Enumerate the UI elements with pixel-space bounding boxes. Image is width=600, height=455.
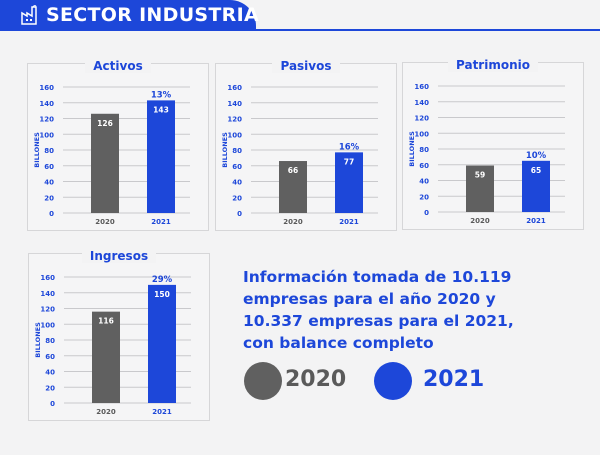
- x-tick-label: 2020: [96, 408, 116, 416]
- y-tick-label: 120: [40, 306, 55, 314]
- data-label: 77: [344, 157, 354, 166]
- x-tick-label: 2020: [283, 218, 303, 226]
- data-label: 66: [288, 166, 298, 175]
- chart-pasivos: Pasivos 0 20 40 60 80 100 120 140 160 BILLONES 66 2…: [215, 59, 397, 231]
- y-tick-label: 140: [414, 99, 429, 107]
- y-tick-label: 160: [227, 84, 242, 92]
- x-tick-label: 2020: [470, 217, 490, 225]
- y-tick-label: 20: [232, 194, 242, 202]
- y-tick-label: 40: [44, 179, 54, 187]
- chart-title: Pasivos: [272, 59, 340, 73]
- bar-2021: [522, 160, 550, 212]
- y-tick-label: 60: [45, 353, 55, 361]
- data-label: 65: [531, 166, 541, 175]
- data-label: 126: [97, 119, 113, 128]
- growth-label: 29%: [152, 275, 173, 285]
- y-tick-label: 60: [419, 162, 429, 170]
- y-tick-label: 40: [232, 179, 242, 187]
- data-label: 143: [153, 105, 169, 114]
- y-tick-label: 0: [237, 210, 242, 218]
- y-tick-label: 80: [232, 147, 242, 155]
- chart-title: Activos: [85, 59, 151, 73]
- y-tick-label: 100: [40, 321, 55, 329]
- y-tick-label: 20: [44, 194, 54, 202]
- y-tick-label: 160: [414, 83, 429, 91]
- legend-label-2020: 2020: [285, 367, 347, 392]
- y-tick-label: 40: [419, 178, 429, 186]
- chart-patrimonio: Patrimonio 0 20 40 60 80 100 120 140 160 BILLONES…: [402, 58, 584, 230]
- y-tick-label: 140: [227, 100, 242, 108]
- bar-2020: [279, 161, 307, 213]
- y-tick-label: 80: [419, 146, 429, 154]
- legend-swatch-2021: [374, 362, 412, 400]
- y-tick-label: 120: [227, 116, 242, 124]
- growth-label: 13%: [151, 90, 172, 100]
- bar-2020: [466, 165, 494, 212]
- bar-2020: [91, 113, 119, 213]
- growth-label: 16%: [339, 142, 360, 152]
- y-axis-label: BILLONES: [33, 132, 41, 168]
- chart-plot: 0 20 40 60 80 100 120 140 160 BILLONES 59 2020 65 202…: [408, 83, 565, 225]
- y-tick-label: 120: [414, 115, 429, 123]
- page-title: SECTOR INDUSTRIA: [46, 4, 259, 26]
- y-tick-label: 160: [40, 274, 55, 282]
- growth-label: 10%: [526, 151, 547, 161]
- chart-ingresos: Ingresos 0 20 40 60 80 100 120 140 160 BILLONES 11…: [28, 249, 210, 421]
- data-label: 59: [475, 171, 485, 180]
- bar-2020: [92, 311, 120, 403]
- legend-label-2021: 2021: [423, 367, 485, 392]
- info-text: Información tomada de 10.119 empresas pa…: [243, 268, 514, 352]
- x-tick-label: 2021: [152, 408, 172, 416]
- chart-plot: 0 20 40 60 80 100 120 140 160 BILLONES 116 2020 150 2…: [34, 274, 191, 416]
- y-tick-label: 140: [39, 100, 54, 108]
- factory-icon: [21, 5, 37, 25]
- chart-plot: 0 20 40 60 80 100 120 140 160 BILLONES 66 2020 77 202…: [221, 84, 378, 226]
- legend-swatch-2020: [244, 362, 282, 400]
- y-tick-label: 80: [44, 147, 54, 155]
- data-label: 116: [98, 317, 114, 326]
- y-tick-label: 100: [227, 131, 242, 139]
- chart-title: Patrimonio: [448, 58, 538, 72]
- y-tick-label: 80: [45, 337, 55, 345]
- y-tick-label: 20: [45, 384, 55, 392]
- y-tick-label: 0: [50, 400, 55, 408]
- data-label: 150: [154, 290, 170, 299]
- y-axis-label: BILLONES: [221, 132, 229, 168]
- header-banner: [0, 0, 256, 30]
- bar-2021: [335, 152, 363, 213]
- y-axis-label: BILLONES: [34, 322, 42, 358]
- y-tick-label: 160: [39, 84, 54, 92]
- x-tick-label: 2021: [526, 217, 546, 225]
- y-tick-label: 20: [419, 193, 429, 201]
- y-tick-label: 40: [45, 369, 55, 377]
- y-tick-label: 60: [232, 163, 242, 171]
- y-tick-label: 0: [49, 210, 54, 218]
- header-divider: [0, 29, 600, 31]
- x-tick-label: 2021: [339, 218, 359, 226]
- y-tick-label: 0: [424, 209, 429, 217]
- chart-plot: 0 20 40 60 80 100 120 140 160 BILLONES 126 2020 143 2…: [33, 84, 190, 226]
- y-axis-label: BILLONES: [408, 131, 416, 167]
- bar-2021: [148, 284, 176, 403]
- chart-title: Ingresos: [81, 249, 157, 263]
- y-tick-label: 140: [40, 290, 55, 298]
- bar-2021: [147, 100, 175, 213]
- y-tick-label: 60: [44, 163, 54, 171]
- x-tick-label: 2020: [95, 218, 115, 226]
- y-tick-label: 100: [39, 131, 54, 139]
- y-tick-label: 100: [414, 130, 429, 138]
- y-tick-label: 120: [39, 116, 54, 124]
- x-tick-label: 2021: [151, 218, 171, 226]
- chart-activos: Activos 0 20 40 60 80 100 120 140 160 BILLONES 126…: [27, 59, 209, 231]
